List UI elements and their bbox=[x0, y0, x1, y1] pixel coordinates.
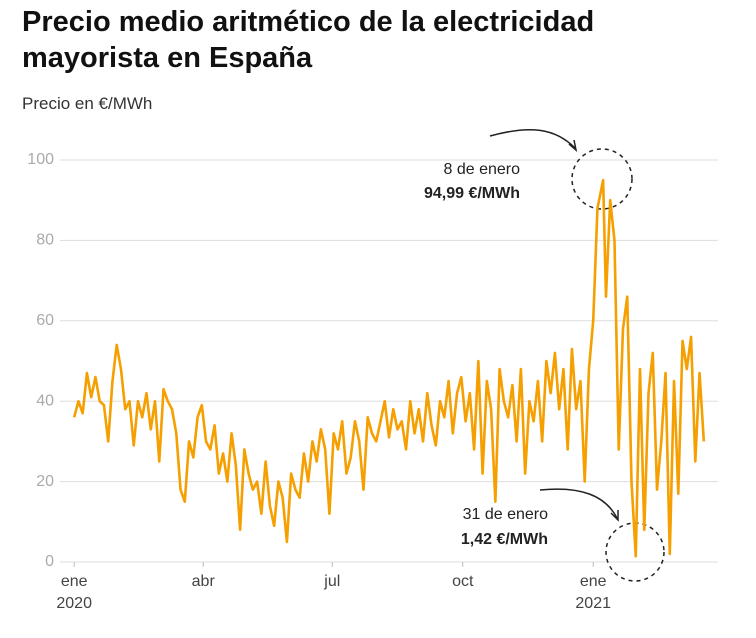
grid bbox=[60, 159, 718, 563]
arrow bbox=[489, 128, 576, 149]
annotation-value: 1,42 €/MWh bbox=[461, 531, 548, 548]
arrowhead bbox=[610, 510, 619, 522]
y-tick-label: 20 bbox=[36, 473, 54, 490]
x-tick-label: oct bbox=[452, 573, 474, 590]
y-tick-label: 40 bbox=[36, 392, 54, 409]
x-tick-label: abr bbox=[192, 573, 216, 590]
x-tick-sublabel: 2020 bbox=[56, 595, 92, 612]
y-tick-label: 80 bbox=[36, 232, 54, 249]
y-tick-label: 60 bbox=[36, 312, 54, 329]
y-tick-label: 100 bbox=[27, 151, 54, 168]
x-tick-label: ene bbox=[580, 573, 607, 590]
highlight-circle bbox=[571, 148, 633, 210]
x-tick-label: jul bbox=[323, 573, 340, 590]
annotation-value: 94,99 €/MWh bbox=[424, 185, 520, 202]
y-tick-label: 0 bbox=[45, 553, 54, 570]
annotation-label: 8 de enero bbox=[443, 161, 520, 178]
arrow bbox=[539, 488, 618, 519]
x-tick-sublabel: 2021 bbox=[575, 595, 611, 612]
arrowhead bbox=[568, 139, 578, 152]
annotation-label: 31 de enero bbox=[463, 506, 549, 523]
chart-title: Precio medio aritmético de la electricid… bbox=[22, 6, 595, 74]
chart-subtitle: Precio en €/MWh bbox=[22, 94, 153, 113]
x-tick-label: ene bbox=[61, 573, 88, 590]
price-line bbox=[72, 178, 706, 558]
